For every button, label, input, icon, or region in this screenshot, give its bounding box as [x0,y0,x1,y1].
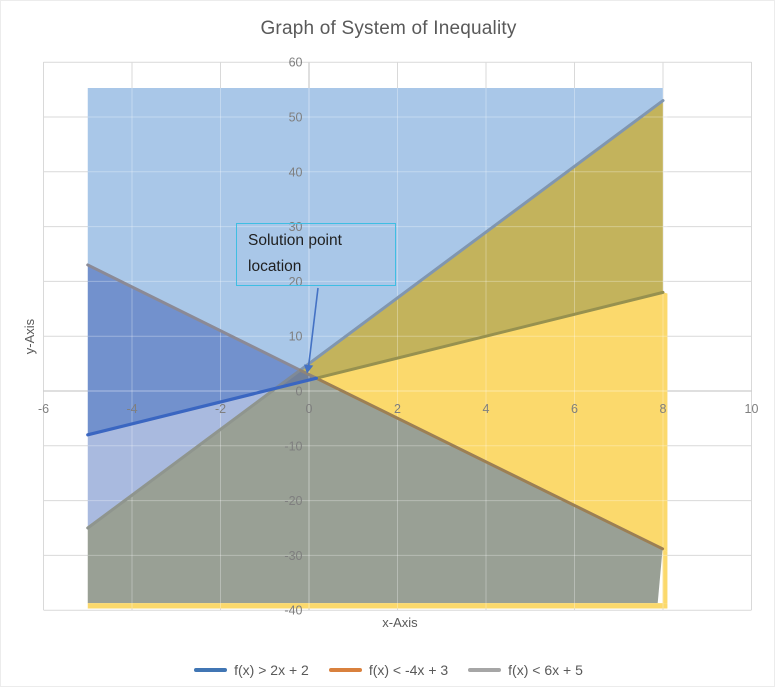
y-tick-label: 40 [289,165,303,179]
x-tick-label: -4 [126,402,137,416]
legend-item-gray: f(x) < 6x + 5 [468,662,583,678]
orange-line-left [86,263,302,372]
y-tick-label: 50 [289,111,303,125]
region-yellow-right-strip [662,549,668,604]
annotation-text-line2: location [248,258,302,275]
orange-line-mid [298,368,318,380]
region-olive-overlap [300,100,663,379]
annotation-leader-line [307,287,319,368]
chart-legend: f(x) > 2x + 2 f(x) < -4x + 3 f(x) < 6x +… [1,659,774,681]
gray-line-right [298,99,665,372]
y-tick-label: -40 [284,604,302,618]
y-tick-label: -20 [284,494,302,508]
y-tick-label: -10 [284,439,302,453]
region-blue-only [87,87,663,371]
solution-annotation-box: Solution point location [236,223,396,286]
x-tick-label: -2 [215,402,226,416]
gridlines-overlay [87,87,668,609]
annotation-arrow [304,287,319,374]
region-blue-periwinkle-overlap [87,264,301,435]
annotation-arrowhead-icon [304,364,314,374]
x-tick-label: 2 [394,402,401,416]
region-gray-green-overlap [87,378,663,604]
blue-line-left [86,376,318,437]
y-tick-label: 10 [289,330,303,344]
x-tick-label: 8 [660,402,667,416]
gray-line-left [86,386,278,530]
legend-label-blue: f(x) > 2x + 2 [234,662,309,678]
inequality-regions [87,87,668,609]
legend-item-blue: f(x) > 2x + 2 [194,662,309,678]
legend-item-orange: f(x) < -4x + 3 [328,662,449,678]
legend-swatch-orange-line-icon [328,668,362,672]
function-lines [86,99,665,551]
y-tick-label: -30 [284,549,302,563]
blue-line-right [314,290,665,380]
y-tick-label: 0 [296,385,303,399]
legend-label-orange: f(x) < -4x + 3 [368,662,449,678]
gray-line-mid [274,368,302,390]
region-yellow-bottom-strip [87,603,668,609]
x-tick-label: 0 [306,402,313,416]
annotation-text-line1: Solution point [248,232,342,249]
x-tick-label: 10 [745,402,759,416]
chart-title: Graph of System of Inequality [260,18,517,39]
legend-swatch-blue-line-icon [194,668,228,672]
orange-line-right [314,376,665,551]
x-tick-label: 4 [483,402,490,416]
x-tick-label: 6 [571,402,578,416]
x-tick-label: -6 [38,402,49,416]
legend-swatch-gray-line-icon [468,668,502,672]
y-axis-title: y-Axis [22,318,37,355]
legend-label-gray: f(x) < 6x + 5 [508,662,583,678]
x-axis-title: x-Axis [382,615,418,630]
y-tick-label: 60 [289,56,303,70]
